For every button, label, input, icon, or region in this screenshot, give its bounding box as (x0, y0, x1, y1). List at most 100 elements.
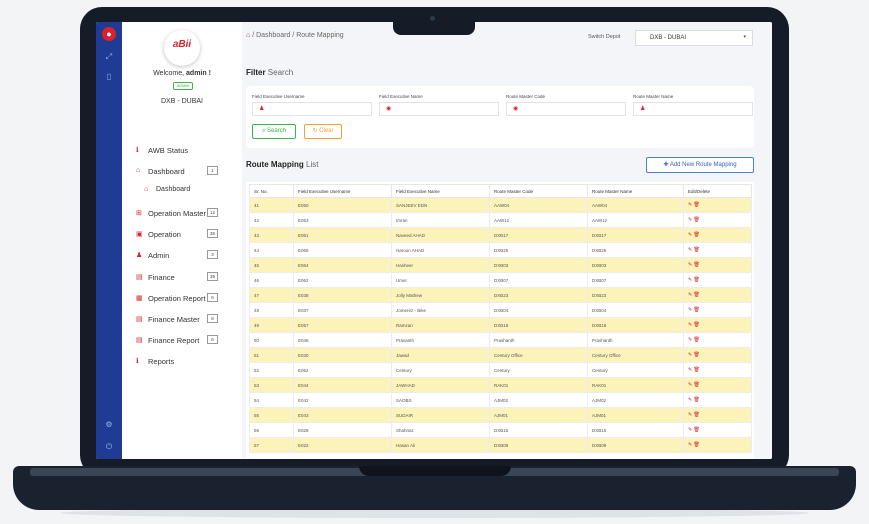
row-actions: ✎ 🗑 (683, 332, 752, 348)
app-screen: ● ⤢ ▯ ⚙ ⏻ aBii Welcome, admin ! ADMIN DX… (96, 22, 772, 459)
expand-icon[interactable]: ⤢ (105, 52, 113, 61)
edit-icon[interactable]: ✎ (688, 262, 693, 268)
edit-icon[interactable]: ✎ (688, 322, 693, 328)
delete-icon[interactable]: 🗑 (693, 262, 700, 268)
delete-icon[interactable]: 🗑 (693, 232, 700, 238)
table-row: 41 E050 SANJEEV EDN AAW04 AAW04 ✎ 🗑 (249, 197, 752, 213)
sidebar-item[interactable]: ▤ Finance Report 6 (136, 335, 240, 347)
search-button[interactable]: ⌕ Search (252, 124, 296, 139)
row-actions: ✎ 🗑 (683, 227, 752, 243)
row-actions: ✎ 🗑 (683, 317, 752, 333)
add-route-mapping-button[interactable]: ✚ Add New Route Mapping (646, 157, 754, 173)
table-row: 55 E043 SUDAIR AJM01 AJM01 ✎ 🗑 (249, 407, 752, 423)
delete-icon[interactable]: 🗑 (693, 277, 700, 283)
delete-icon[interactable]: 🗑 (693, 352, 700, 358)
delete-icon[interactable]: 🗑 (693, 217, 700, 223)
field-label: Route Master Code (506, 94, 546, 99)
edit-icon[interactable]: ✎ (688, 217, 693, 223)
sidebar-item[interactable]: ▣ Operation 36 (136, 229, 240, 241)
table-cell: AAW12 (489, 212, 588, 228)
sidebar-item[interactable]: ▤ Finance Master 8 (136, 314, 240, 326)
current-depot: DXB - DUBAI (160, 98, 203, 105)
edit-icon[interactable]: ✎ (688, 442, 693, 448)
delete-icon[interactable]: 🗑 (693, 382, 700, 388)
edit-icon[interactable]: ✎ (688, 292, 693, 298)
table-cell: DXB18 (587, 317, 684, 333)
table-cell: E037 (293, 302, 392, 318)
route-code-input[interactable]: ◉ (506, 102, 626, 116)
field-label: Route Master Name (633, 94, 674, 99)
column-header[interactable]: Route Master Name (587, 184, 684, 198)
edit-icon[interactable]: ✎ (688, 412, 693, 418)
table-row: 49 E057 Ramzan DXB18 DXB18 ✎ 🗑 (249, 317, 752, 333)
delete-icon[interactable]: 🗑 (693, 442, 700, 448)
delete-icon[interactable]: 🗑 (693, 367, 700, 373)
row-actions: ✎ 🗑 (683, 377, 752, 393)
route-name-input[interactable]: ♟ (633, 102, 753, 116)
sidebar-item-label: Finance Report (148, 336, 200, 345)
edit-icon[interactable]: ✎ (688, 427, 693, 433)
switch-depot-select[interactable]: DXB - DUBAI ▾ (635, 30, 753, 46)
name-input[interactable]: ◉ (379, 102, 499, 116)
table-cell: 55 (249, 407, 294, 423)
gear-icon[interactable]: ⚙ (105, 420, 113, 429)
edit-icon[interactable]: ✎ (688, 382, 693, 388)
edit-icon[interactable]: ✎ (688, 352, 693, 358)
table-cell: 48 (249, 302, 294, 318)
sidebar-item[interactable]: ▤ Finance 39 (136, 272, 240, 284)
column-header[interactable]: Edit/Delete (683, 184, 752, 198)
refresh-icon: ↻ (312, 128, 318, 134)
home-icon[interactable]: ⌂ (246, 32, 251, 39)
column-header[interactable]: Field Executive Username (293, 184, 392, 198)
edit-icon[interactable]: ✎ (688, 397, 693, 403)
camera-icon (430, 16, 435, 21)
table-cell: Jomerez - Bike (391, 302, 490, 318)
count-badge: 3 (207, 250, 218, 259)
sidebar-item[interactable]: ℹ AWB Status (136, 145, 240, 157)
sidebar-item[interactable]: ⌂ Dashboard (144, 185, 248, 197)
table-cell: Century (489, 362, 588, 378)
column-header[interactable]: Sr. No. (249, 184, 294, 198)
edit-icon[interactable]: ✎ (688, 367, 693, 373)
delete-icon[interactable]: 🗑 (693, 322, 700, 328)
sidebar-item[interactable]: ♟ Admin 3 (136, 250, 240, 262)
box-icon: ▣ (136, 231, 143, 238)
delete-icon[interactable]: 🗑 (693, 337, 700, 343)
laptop-shadow (60, 508, 809, 518)
table-cell: DXB09 (587, 437, 684, 453)
table-cell: E057 (293, 317, 392, 333)
table-cell: DXB25 (587, 242, 684, 258)
table-row: 57 E022 Hasan Ali DXB09 DXB09 ✎ 🗑 (249, 437, 752, 453)
edit-icon[interactable]: ✎ (688, 232, 693, 238)
sidebar-toggle-icon[interactable]: ▯ (106, 72, 112, 81)
table-cell: Haroon AHAD (391, 242, 490, 258)
delete-icon[interactable]: 🗑 (693, 412, 700, 418)
edit-icon[interactable]: ✎ (688, 337, 693, 343)
sidebar-item[interactable]: ▦ Operation Report 6 (136, 293, 240, 305)
delete-icon[interactable]: 🗑 (693, 202, 700, 208)
table-cell: Century (391, 362, 490, 378)
edit-icon[interactable]: ✎ (688, 307, 693, 313)
delete-icon[interactable]: 🗑 (693, 247, 700, 253)
delete-icon[interactable]: 🗑 (693, 292, 700, 298)
delete-icon[interactable]: 🗑 (693, 307, 700, 313)
breadcrumb-dashboard[interactable]: Dashboard (256, 32, 291, 39)
clear-button[interactable]: ↻ Clear (304, 124, 342, 139)
edit-icon[interactable]: ✎ (688, 247, 693, 253)
username-input[interactable]: ♟ (252, 102, 372, 116)
delete-icon[interactable]: 🗑 (693, 427, 700, 433)
table-cell: Prashanth (587, 332, 684, 348)
power-logo-icon[interactable]: ● (102, 27, 116, 41)
sidebar-item[interactable]: ⊞ Operation Master 12 (136, 208, 240, 220)
sidebar-item[interactable]: ℹ Reports (136, 356, 240, 368)
sidebar-item[interactable]: ⌂ Dashboard 1 (136, 166, 240, 178)
table-row: 46 E062 Umer DXB07 DXB07 ✎ 🗑 (249, 272, 752, 288)
edit-icon[interactable]: ✎ (688, 277, 693, 283)
logout-icon[interactable]: ⏻ (105, 442, 113, 451)
home-icon: ⌂ (144, 186, 149, 193)
column-header[interactable]: Route Master Code (489, 184, 588, 198)
column-header[interactable]: Field Executive Name (391, 184, 490, 198)
edit-icon[interactable]: ✎ (688, 202, 693, 208)
delete-icon[interactable]: 🗑 (693, 397, 700, 403)
filter-field-route-name: Route Master Name ♟ (633, 94, 753, 116)
